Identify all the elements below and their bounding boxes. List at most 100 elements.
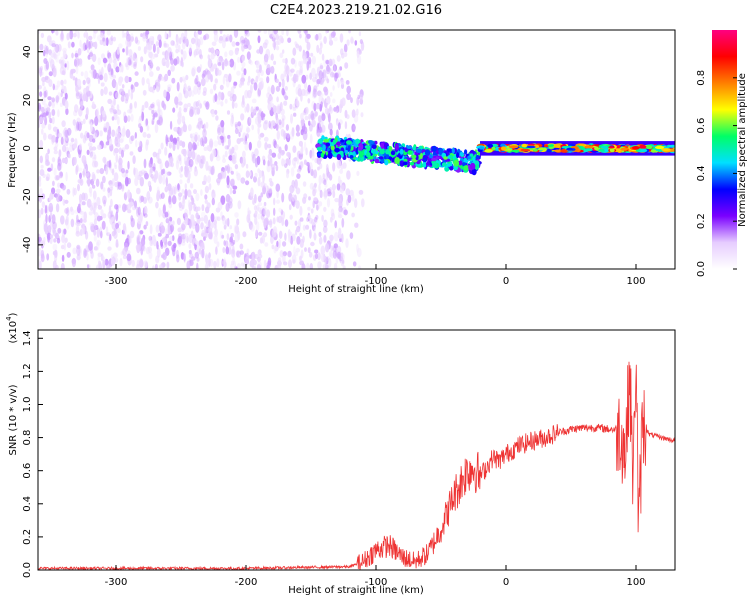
y-tick-label: -20 — [22, 188, 33, 204]
noise-cell — [346, 170, 351, 180]
noise-cell — [203, 87, 207, 94]
noise-cell — [289, 214, 293, 220]
noise-cell — [152, 43, 156, 53]
noise-cell — [220, 195, 226, 205]
noise-cell — [133, 61, 137, 67]
noise-cell — [247, 81, 250, 86]
noise-cell — [292, 145, 297, 153]
noise-cell — [334, 198, 340, 203]
y-tick-label: 1.2 — [22, 363, 33, 379]
noise-cell — [241, 55, 245, 62]
noise-cell — [338, 256, 343, 262]
noise-cell — [315, 214, 319, 220]
noise-cell — [307, 164, 311, 174]
noise-cell — [51, 43, 56, 48]
noise-cell — [118, 157, 123, 166]
noise-cell — [80, 71, 84, 77]
noise-cell — [38, 180, 42, 187]
noise-cell — [39, 43, 44, 51]
noise-cell — [136, 187, 141, 195]
noise-cell — [96, 239, 101, 246]
noise-cell — [313, 197, 318, 202]
noise-cell — [194, 251, 199, 259]
noise-cell — [183, 107, 188, 113]
noise-cell — [215, 246, 218, 255]
noise-cell — [323, 179, 327, 186]
noise-cell — [88, 186, 93, 194]
noise-cell — [264, 142, 268, 150]
noise-cell — [111, 178, 115, 187]
noise-cell — [232, 185, 238, 190]
noise-cell — [137, 174, 142, 181]
noise-cell — [307, 214, 312, 220]
noise-cell — [116, 116, 120, 126]
noise-cell — [304, 30, 308, 36]
noise-cell — [136, 39, 140, 45]
noise-cell — [294, 41, 298, 46]
noise-cell — [38, 102, 42, 112]
noise-cell — [48, 71, 53, 77]
noise-cell — [81, 201, 86, 206]
noise-cell — [158, 174, 163, 185]
noise-cell — [234, 212, 239, 218]
noise-cell — [148, 51, 154, 59]
noise-cell — [282, 241, 287, 247]
noise-cell — [360, 112, 364, 118]
noise-cell — [202, 70, 207, 77]
noise-cell — [249, 171, 252, 177]
noise-cell — [254, 148, 259, 157]
noise-cell — [86, 132, 90, 139]
noise-cell — [107, 52, 112, 59]
noise-cell — [55, 203, 60, 213]
noise-cell — [359, 39, 363, 45]
noise-cell — [91, 53, 97, 63]
noise-cell — [143, 260, 148, 269]
noise-cell — [295, 247, 300, 253]
noise-cell — [275, 45, 280, 51]
noise-cell — [157, 108, 161, 114]
noise-cell — [43, 90, 47, 98]
noise-cell — [203, 214, 208, 224]
tone-cell — [639, 144, 647, 149]
noise-cell — [66, 188, 71, 195]
noise-cell — [77, 31, 80, 39]
noise-cell — [122, 203, 127, 213]
noise-cell — [311, 67, 316, 78]
signal-cell — [378, 156, 384, 160]
noise-cell — [288, 234, 291, 243]
noise-cell — [74, 58, 78, 67]
noise-cell — [255, 229, 258, 238]
noise-cell — [350, 36, 354, 44]
noise-cell — [259, 237, 263, 244]
noise-cell — [57, 158, 62, 167]
noise-cell — [284, 144, 288, 152]
x-tick-label: -200 — [235, 276, 258, 287]
noise-cell — [248, 44, 252, 51]
noise-cell — [134, 81, 139, 87]
noise-cell — [300, 249, 304, 259]
noise-cell — [216, 241, 220, 248]
noise-cell — [96, 108, 100, 117]
noise-cell — [52, 67, 57, 78]
tone-cell — [553, 143, 561, 149]
noise-cell — [39, 188, 43, 197]
noise-cell — [244, 106, 247, 113]
noise-cell — [156, 66, 160, 71]
noise-cell — [200, 189, 203, 196]
noise-cell — [318, 231, 322, 237]
noise-cell — [243, 140, 248, 145]
noise-cell — [162, 204, 166, 215]
noise-cell — [146, 191, 151, 201]
noise-cell — [164, 171, 169, 178]
noise-cell — [268, 95, 273, 101]
noise-cell — [338, 103, 342, 114]
noise-cell — [257, 126, 260, 135]
noise-cell — [63, 132, 66, 141]
noise-cell — [157, 101, 161, 108]
noise-cell — [243, 157, 247, 166]
noise-cell — [278, 238, 282, 249]
noise-cell — [304, 247, 307, 252]
noise-cell — [259, 64, 262, 74]
noise-cell — [308, 196, 311, 201]
noise-cell — [176, 217, 181, 226]
